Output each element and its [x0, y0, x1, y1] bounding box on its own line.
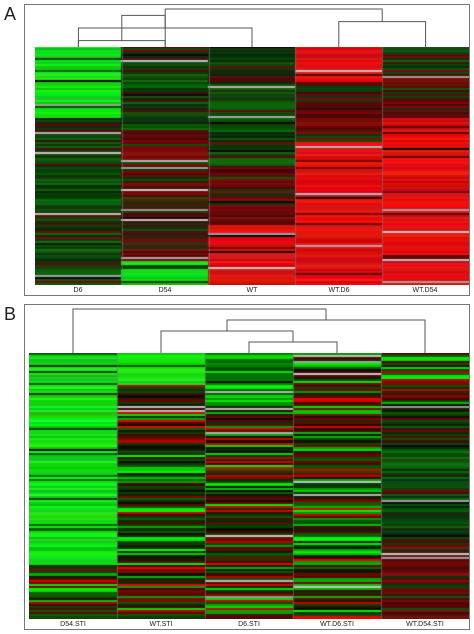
panel-b-col-label-3: D6.STI: [238, 621, 260, 628]
dendrogram-branch: [164, 8, 383, 28]
panel-b-col-label-4: WT.D6.STI: [320, 621, 354, 628]
panel-b-heatmap: [29, 353, 469, 619]
panel-a-col-label-1: D6: [73, 287, 83, 294]
panel-a-col-label-4: WT.D6: [328, 287, 350, 294]
dendrogram-branch: [72, 308, 327, 353]
panel-a-dendrogram: [77, 8, 427, 47]
panel-a-frame: D6 D54 WT WT.D6 WT.D54: [24, 4, 470, 296]
panel-a-col-label-2: D54: [158, 287, 172, 294]
panel-a-col-label-3: WT: [246, 287, 258, 294]
dendrogram-branch: [338, 21, 427, 47]
dendrogram-branch: [248, 341, 338, 353]
panel-b-frame: D54.STI WT.STI D6.STI WT.D6.STI WT.D54.S…: [24, 304, 470, 630]
dendrogram-branch: [226, 319, 426, 353]
panel-letter-b: B: [4, 304, 17, 324]
panel-b-col-label-1: D54.STI: [60, 621, 86, 628]
panel-b-col-label-2: WT.STI: [149, 621, 173, 628]
panel-letter-a: A: [4, 4, 17, 24]
panel-b-col-label-5: WT.D54.STI: [406, 621, 444, 628]
panel-b-dendrogram: [72, 308, 426, 353]
panel-a-col-label-5: WT.D54: [412, 287, 438, 294]
panel-a-heatmap: [35, 47, 469, 285]
